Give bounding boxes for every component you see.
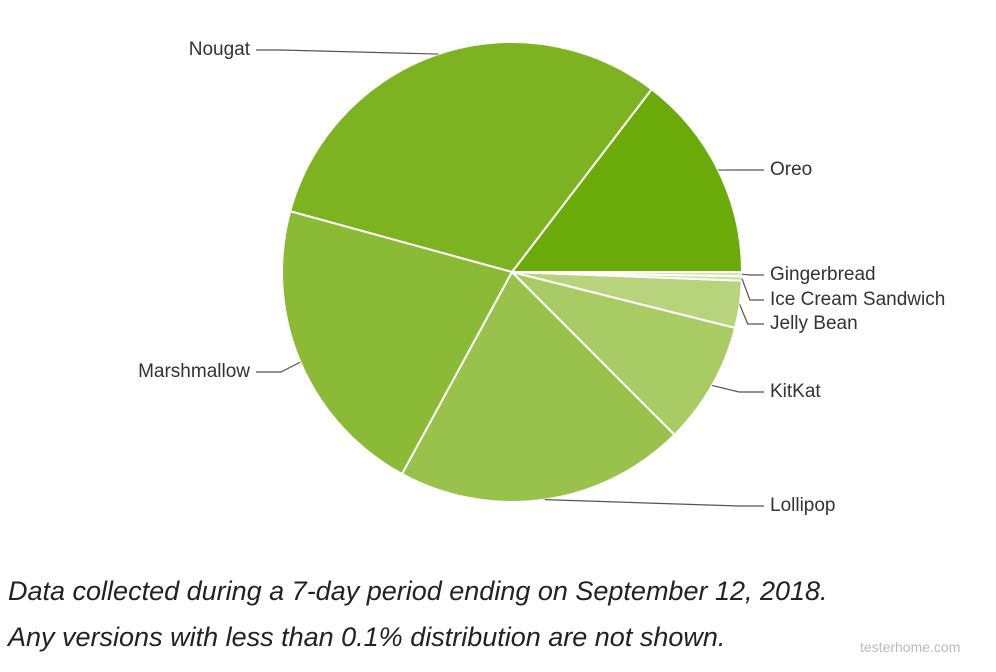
pie-slice <box>511 271 744 278</box>
slice-label: KitKat <box>770 381 821 402</box>
leader-line <box>256 361 301 373</box>
watermark: testerhome.com <box>860 639 960 655</box>
leader-line <box>739 304 764 325</box>
pie-slice <box>281 210 514 476</box>
leader-line <box>711 384 764 393</box>
slice-label: Marshmallow <box>138 361 250 382</box>
leader-line <box>544 499 764 507</box>
pie-slice <box>509 87 744 273</box>
footnote: Data collected during a 7-day period end… <box>8 576 828 606</box>
slice-label: Nougat <box>189 39 251 60</box>
slice-label: Gingerbread <box>770 264 876 285</box>
leader-line <box>256 49 439 55</box>
footnote: Any versions with less than 0.1% distrib… <box>6 622 725 652</box>
slice-label: Oreo <box>770 159 812 180</box>
leader-line <box>741 273 764 276</box>
slice-label: Lollipop <box>770 495 836 516</box>
pie-slice <box>508 270 737 437</box>
slice-label: Jelly Bean <box>770 313 858 334</box>
slice-label: Ice Cream Sandwich <box>770 289 945 310</box>
leader-line <box>741 278 764 301</box>
